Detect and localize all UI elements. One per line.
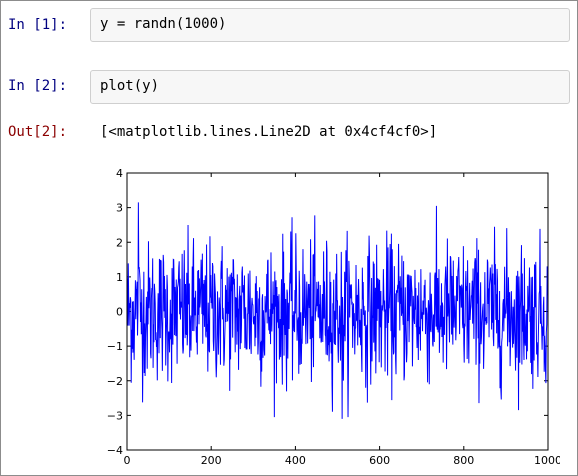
code-cell-1-text: y = randn(1000) (100, 16, 227, 32)
x-tick-label: 1000 (534, 454, 560, 467)
y-tick-label: 4 (116, 167, 123, 180)
plot-line-series (126, 202, 549, 419)
x-tick-label: 0 (124, 454, 131, 467)
x-tick-label: 600 (369, 454, 390, 467)
out-prompt-2: Out[2]: (8, 124, 68, 140)
output-text: [<matplotlib.lines.Line2D at 0x4cf4cf0>] (100, 124, 438, 140)
x-tick-label: 800 (453, 454, 474, 467)
y-tick-label: 1 (116, 271, 123, 284)
in-prompt-1: In [1]: (8, 17, 68, 33)
y-tick-label: −2 (107, 375, 123, 388)
y-tick-label: 3 (116, 202, 123, 215)
y-tick-label: 0 (116, 306, 123, 319)
series-line (126, 202, 549, 419)
y-tick-label: 2 (116, 236, 123, 249)
y-tick-label: −1 (107, 340, 123, 353)
plot-axes-frame (126, 172, 549, 451)
code-cell-1[interactable]: y = randn(1000) (90, 8, 570, 42)
y-tick-label: −4 (107, 444, 123, 457)
x-tick-label: 200 (201, 454, 222, 467)
code-cell-2-text: plot(y) (100, 78, 160, 94)
y-tick-label: −3 (107, 409, 123, 422)
in-prompt-2: In [2]: (8, 78, 68, 94)
line-plot: 0 200 400 600 800 1000 4 3 2 1 0 −1 −2 −3 −4 (107, 167, 560, 467)
code-cell-2[interactable]: plot(y) (90, 70, 570, 104)
x-tick-label: 400 (285, 454, 306, 467)
